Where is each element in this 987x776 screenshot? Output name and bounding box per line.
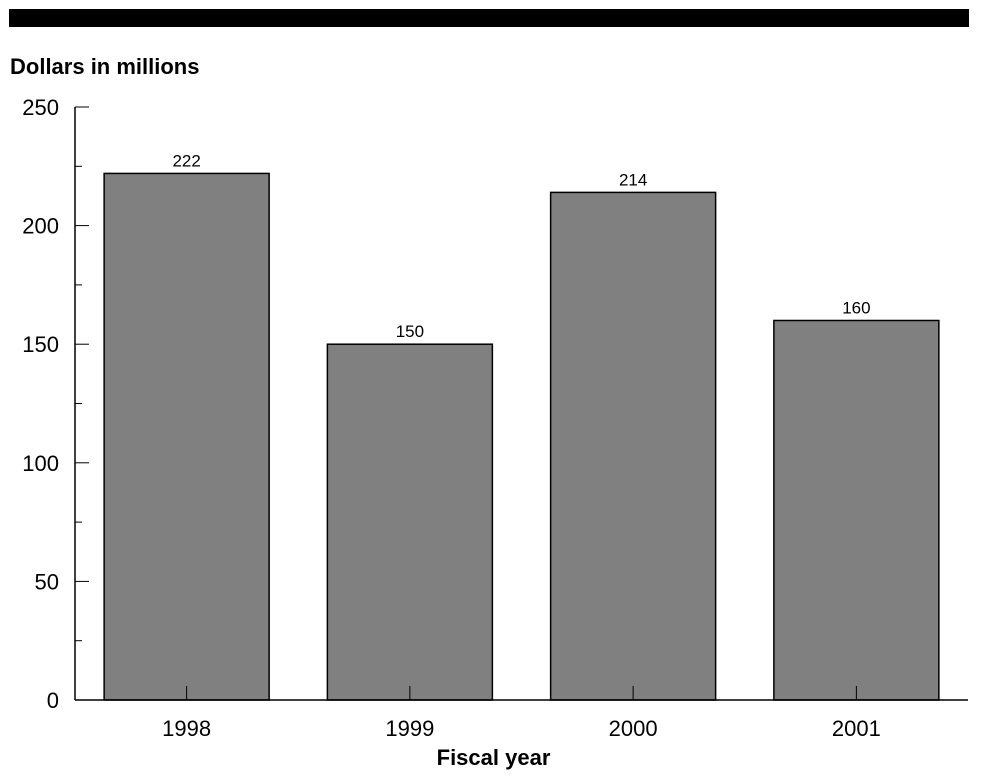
y-tick-label-50: 50: [35, 569, 59, 594]
x-tick-label-1998: 1998: [162, 716, 211, 741]
top-rule: [9, 9, 969, 27]
x-tick-label-1999: 1999: [385, 716, 434, 741]
y-axis-label: Dollars in millions: [10, 54, 200, 79]
x-tick-label-2001: 2001: [832, 716, 881, 741]
data-label-2000: 214: [619, 170, 647, 189]
y-tick-label-0: 0: [47, 688, 59, 713]
y-tick-label-250: 250: [22, 95, 59, 120]
axes: [74, 106, 968, 701]
data-label-2001: 160: [842, 298, 870, 317]
x-tick-label-2000: 2000: [609, 716, 658, 741]
y-tick-label-200: 200: [22, 214, 59, 239]
bars: [103, 172, 940, 701]
bar-1999: [326, 343, 494, 701]
x-axis-label: Fiscal year: [436, 745, 551, 770]
bar-2000: [549, 191, 717, 701]
y-tick-label-150: 150: [22, 332, 59, 357]
y-tick-label-100: 100: [22, 451, 59, 476]
data-label-1998: 222: [172, 151, 200, 170]
data-label-1999: 150: [396, 322, 424, 341]
bar-2001: [773, 319, 940, 701]
labels: 222 1998 150 1999 214 2000 160 2001 0 50 100 150 200…: [22, 95, 881, 741]
bar-1998: [103, 172, 270, 701]
